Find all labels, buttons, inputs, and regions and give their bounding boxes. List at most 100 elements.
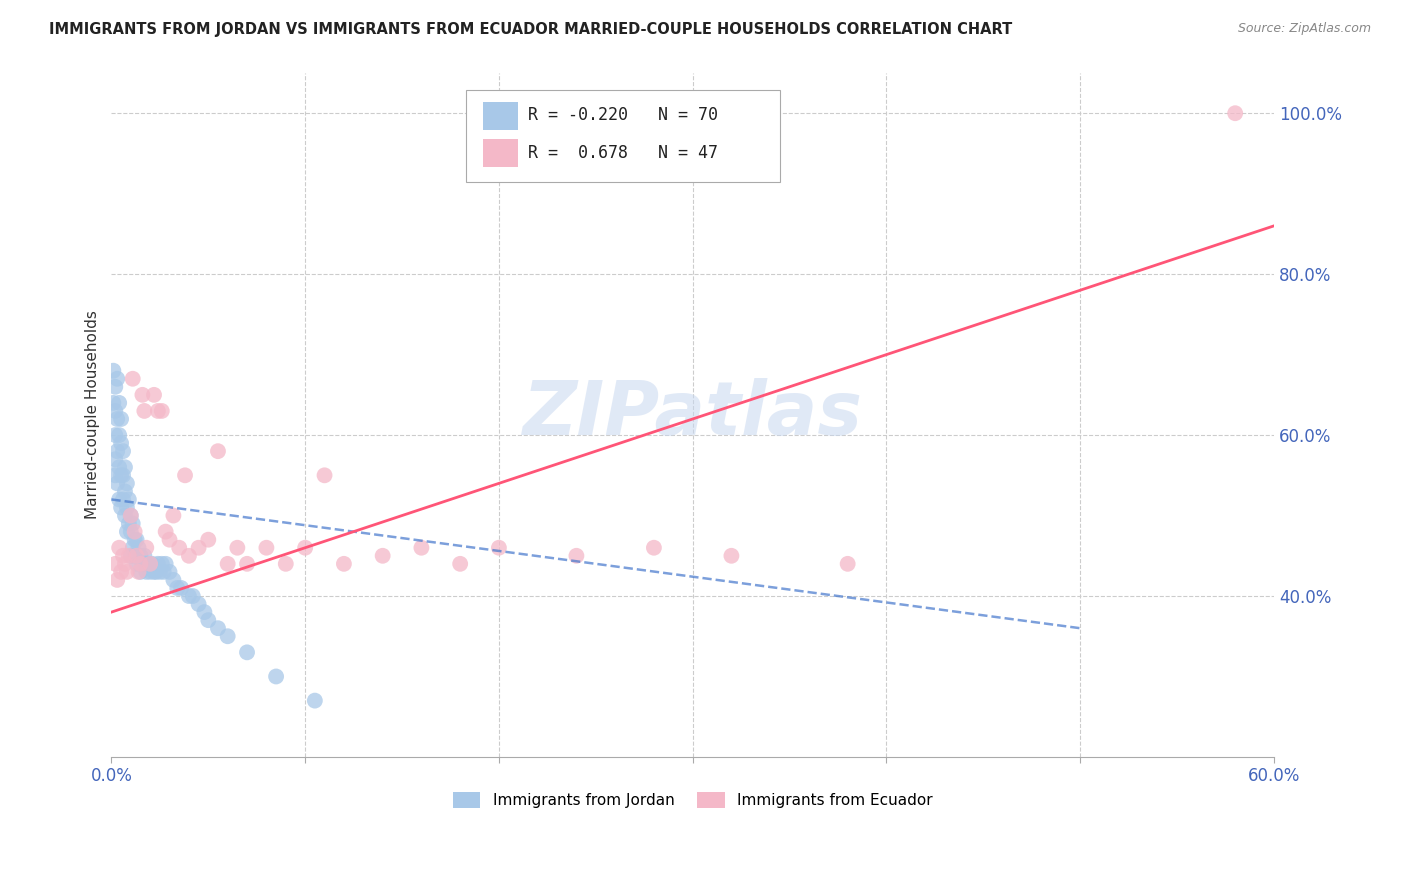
Point	[166, 581, 188, 595]
Point	[174, 468, 197, 483]
Point	[145, 565, 167, 579]
Point	[236, 645, 259, 659]
Point	[207, 444, 229, 458]
Point	[110, 436, 132, 450]
Point	[124, 549, 146, 563]
Point	[115, 524, 138, 539]
Point	[193, 605, 215, 619]
Point	[110, 468, 132, 483]
Point	[274, 557, 297, 571]
Point	[314, 468, 336, 483]
Point	[141, 557, 163, 571]
Point	[129, 557, 152, 571]
Point	[114, 557, 136, 571]
Point	[110, 565, 132, 579]
Point	[108, 396, 131, 410]
Point	[411, 541, 433, 555]
Point	[104, 404, 127, 418]
Point	[170, 581, 193, 595]
Point	[226, 541, 249, 555]
Point	[118, 516, 141, 531]
Point	[112, 549, 135, 563]
Point	[108, 492, 131, 507]
FancyBboxPatch shape	[465, 90, 780, 183]
Point	[131, 557, 153, 571]
Point	[121, 372, 143, 386]
Text: ZIPatlas: ZIPatlas	[523, 378, 863, 451]
Point	[720, 549, 742, 563]
Point	[294, 541, 316, 555]
Point	[150, 404, 173, 418]
Text: R = -0.220   N = 70: R = -0.220 N = 70	[527, 106, 717, 124]
Point	[103, 364, 125, 378]
Point	[177, 589, 200, 603]
Point	[114, 484, 136, 499]
Point	[152, 565, 174, 579]
Point	[104, 428, 127, 442]
Point	[112, 444, 135, 458]
Point	[104, 557, 127, 571]
Point	[207, 621, 229, 635]
Point	[124, 533, 146, 547]
Point	[150, 557, 173, 571]
Point	[129, 549, 152, 563]
Point	[104, 452, 127, 467]
Point	[143, 565, 166, 579]
Point	[129, 565, 152, 579]
Point	[565, 549, 588, 563]
Point	[146, 404, 169, 418]
Point	[236, 557, 259, 571]
Text: IMMIGRANTS FROM JORDAN VS IMMIGRANTS FROM ECUADOR MARRIED-COUPLE HOUSEHOLDS CORR: IMMIGRANTS FROM JORDAN VS IMMIGRANTS FRO…	[49, 22, 1012, 37]
Point	[114, 460, 136, 475]
Point	[333, 557, 356, 571]
Point	[217, 557, 239, 571]
Point	[124, 524, 146, 539]
Point	[108, 541, 131, 555]
Point	[125, 557, 148, 571]
Point	[131, 388, 153, 402]
Point	[108, 460, 131, 475]
Point	[159, 565, 181, 579]
Point	[136, 557, 159, 571]
Point	[125, 549, 148, 563]
Point	[121, 516, 143, 531]
Point	[181, 589, 204, 603]
Y-axis label: Married-couple Households: Married-couple Households	[86, 310, 100, 519]
Point	[177, 549, 200, 563]
Point	[143, 388, 166, 402]
Point	[105, 372, 128, 386]
Point	[167, 541, 190, 555]
Point	[187, 597, 209, 611]
Point	[449, 557, 471, 571]
Point	[120, 524, 142, 539]
Point	[643, 541, 665, 555]
Point	[105, 444, 128, 458]
Point	[135, 541, 157, 555]
Point	[149, 565, 172, 579]
Point	[121, 541, 143, 555]
Point	[139, 565, 162, 579]
Point	[134, 549, 156, 563]
Point	[135, 565, 157, 579]
Point	[115, 565, 138, 579]
Point	[254, 541, 277, 555]
Point	[105, 573, 128, 587]
Point	[128, 565, 150, 579]
Point	[264, 669, 287, 683]
Point	[125, 533, 148, 547]
Point	[120, 508, 142, 523]
Point	[112, 492, 135, 507]
Point	[114, 508, 136, 523]
Point	[120, 508, 142, 523]
Point	[128, 541, 150, 555]
Point	[110, 500, 132, 515]
Point	[115, 476, 138, 491]
Point	[159, 533, 181, 547]
Point	[371, 549, 394, 563]
Point	[197, 533, 219, 547]
Point	[118, 549, 141, 563]
Text: R =  0.678   N = 47: R = 0.678 N = 47	[527, 144, 717, 162]
Point	[105, 476, 128, 491]
Point	[120, 549, 142, 563]
Point	[115, 500, 138, 515]
